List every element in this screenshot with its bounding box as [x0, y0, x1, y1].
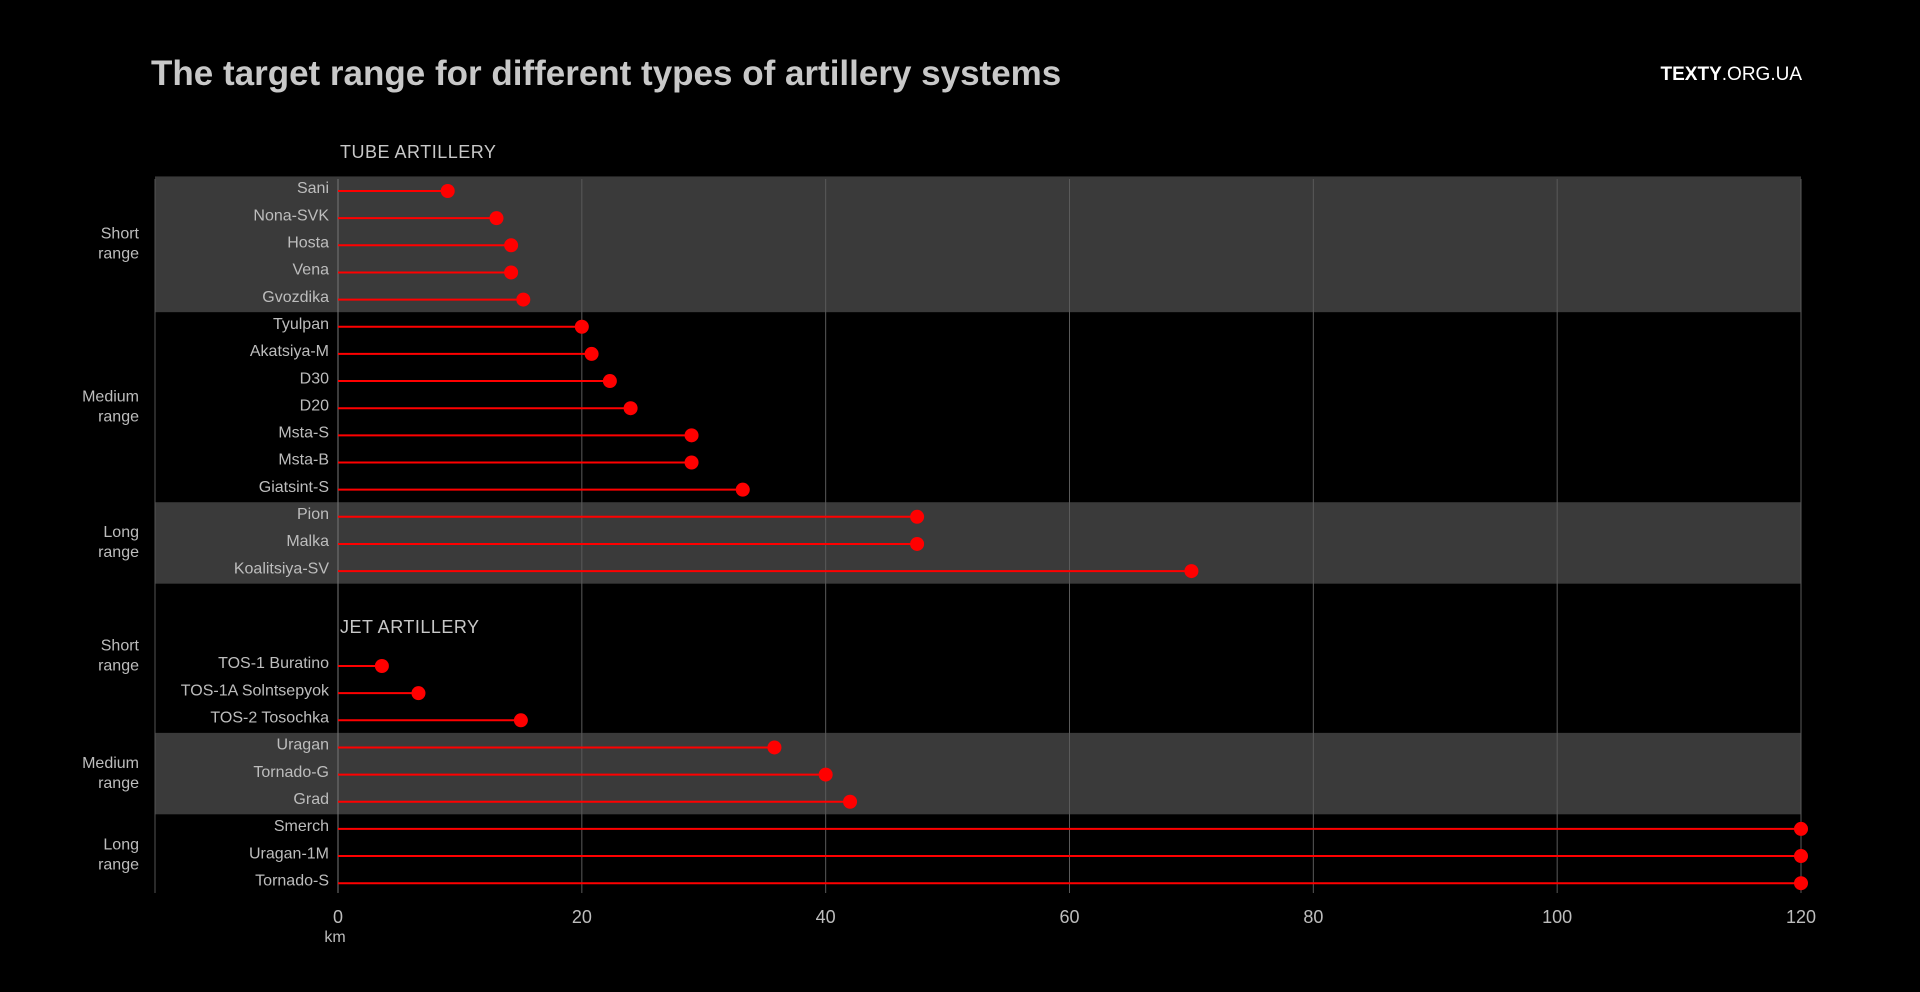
- system-label: Tyulpan: [273, 316, 329, 333]
- lollipop-dot: [1794, 849, 1808, 864]
- system-label: Tornado-G: [253, 764, 329, 781]
- range-group-label: range: [98, 775, 139, 792]
- system-label: Pion: [297, 506, 329, 523]
- lollipop-dot: [818, 767, 833, 782]
- x-tick-label: 40: [816, 907, 836, 927]
- range-group-label: Short: [101, 638, 140, 655]
- system-label: Uragan: [277, 737, 329, 754]
- x-axis-unit: km: [324, 929, 345, 946]
- lollipop-dot: [374, 659, 389, 673]
- x-tick-label: 20: [572, 907, 592, 927]
- lollipop-dot: [574, 319, 589, 334]
- lollipop-dot: [584, 346, 599, 361]
- system-label: Nona-SVK: [253, 207, 329, 224]
- lollipop-dot: [504, 265, 519, 280]
- lollipop-dot: [504, 238, 519, 253]
- range-group-label: Medium: [82, 388, 139, 405]
- system-label: Giatsint-S: [259, 479, 329, 496]
- system-label: Smerch: [274, 818, 329, 835]
- system-label: Koalitsiya-SV: [234, 560, 329, 577]
- range-group-label: range: [98, 544, 139, 561]
- system-label: Uragan-1M: [249, 845, 329, 862]
- lollipop-dot: [684, 428, 699, 443]
- system-label: Vena: [293, 262, 330, 279]
- section-header: TUBE ARTILLERY: [340, 142, 496, 162]
- lollipop-dot: [1794, 821, 1808, 836]
- lollipop-dot: [910, 509, 925, 524]
- section-header: JET ARTILLERY: [340, 617, 480, 637]
- system-label: Malka: [286, 533, 329, 550]
- system-label: Hosta: [287, 235, 329, 252]
- lollipop-dot: [489, 211, 504, 226]
- x-tick-label: 60: [1059, 907, 1079, 927]
- lollipop-dot: [1184, 564, 1199, 579]
- lollipop-dot: [513, 713, 528, 728]
- brand-logo-bold: TEXTY: [1660, 64, 1722, 85]
- lollipop-dot: [1794, 876, 1808, 891]
- range-group-label: Long: [103, 524, 139, 541]
- system-label: TOS-2 Tosochka: [210, 710, 329, 727]
- range-group-label: Medium: [82, 755, 139, 772]
- brand-logo[interactable]: TEXTY.ORG.UA: [1661, 64, 1802, 86]
- range-group-label: range: [98, 856, 139, 873]
- range-group-label: Short: [101, 226, 140, 243]
- system-label: Tornado-S: [255, 872, 329, 889]
- system-label: Msta-S: [278, 425, 329, 442]
- lollipop-dot: [516, 292, 531, 307]
- lollipop-dot: [623, 401, 638, 416]
- chart-title: The target range for different types of …: [151, 54, 1062, 93]
- system-label: Akatsiya-M: [250, 343, 329, 360]
- system-label: Sani: [297, 180, 329, 197]
- x-tick-label: 100: [1542, 907, 1572, 927]
- system-label: D30: [300, 370, 329, 387]
- system-label: TOS-1A Solntsepyok: [181, 682, 330, 699]
- lollipop-dot: [843, 794, 858, 809]
- range-group-label: range: [98, 658, 139, 675]
- range-group-label: range: [98, 408, 139, 425]
- range-group-label: range: [98, 246, 139, 263]
- lollipop-dot: [767, 740, 782, 755]
- range-band: [155, 176, 1801, 313]
- lollipop-dot: [735, 482, 750, 497]
- lollipop-dot: [440, 184, 455, 198]
- system-label: D20: [300, 397, 329, 414]
- x-tick-label: 0: [333, 907, 343, 927]
- system-label: TOS-1 Buratino: [218, 655, 329, 672]
- lollipop-dot: [602, 374, 617, 389]
- system-label: Msta-B: [278, 452, 329, 469]
- system-label: Grad: [293, 791, 329, 808]
- system-label: Gvozdika: [262, 289, 329, 306]
- mark-layer: [338, 184, 1808, 891]
- lollipop-dot: [411, 686, 426, 701]
- label-layer: TUBE ARTILLERY Short range Sani Nona-SVK Host…: [82, 142, 1816, 946]
- range-group-label: Long: [103, 836, 139, 853]
- x-tick-label: 80: [1303, 907, 1323, 927]
- lollipop-dot: [684, 455, 699, 470]
- lollipop-dot: [910, 536, 925, 551]
- x-tick-label: 120: [1786, 907, 1816, 927]
- brand-logo-rest: .ORG.UA: [1721, 64, 1802, 85]
